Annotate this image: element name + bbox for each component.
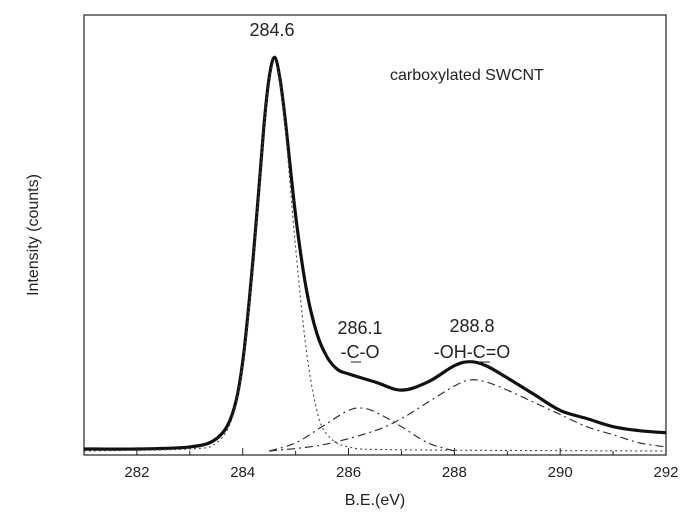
peak-label-284-6: 284.6 bbox=[249, 20, 294, 40]
series-envelope-line bbox=[83, 55, 667, 451]
x-tick-label: 290 bbox=[548, 464, 573, 481]
x-tick-label: 282 bbox=[124, 464, 149, 481]
x-tick-label: 288 bbox=[442, 464, 467, 481]
x-axis-title: B.E.(eV) bbox=[345, 492, 405, 509]
peak-assignment-oh-c-o: -OH-C=O bbox=[434, 342, 511, 362]
sample-label: carboxylated SWCNT bbox=[390, 67, 544, 84]
peak-label-288-8: 288.8 bbox=[449, 316, 494, 336]
series-oxygen-component-line bbox=[269, 407, 455, 452]
x-tick-label: 284 bbox=[230, 464, 255, 481]
peak-assignment-c-o: -C-O bbox=[341, 342, 380, 362]
series-layer bbox=[83, 55, 667, 452]
plot-area-frame bbox=[83, 14, 667, 456]
x-axis-ticks: 282 284 286 288 290 292 bbox=[83, 448, 679, 481]
peak-label-286-1: 286.1 bbox=[337, 318, 382, 338]
series-c-c-component-line bbox=[83, 60, 667, 452]
y-axis-title: Intensity (counts) bbox=[25, 174, 42, 296]
x-tick-label: 292 bbox=[653, 464, 678, 481]
series-oxygen-component-line bbox=[269, 379, 667, 452]
x-tick-label: 286 bbox=[336, 464, 361, 481]
